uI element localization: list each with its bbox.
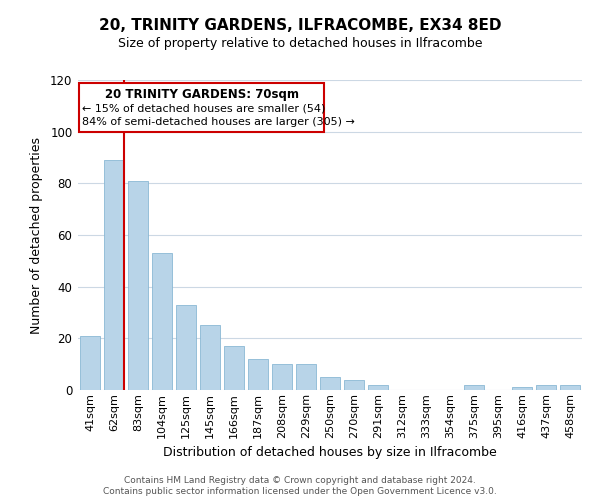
Text: Contains public sector information licensed under the Open Government Licence v3: Contains public sector information licen… — [103, 488, 497, 496]
Bar — [152, 253, 172, 390]
Text: Size of property relative to detached houses in Ilfracombe: Size of property relative to detached ho… — [118, 38, 482, 51]
Bar — [512, 388, 532, 390]
Bar — [224, 346, 244, 390]
Bar — [464, 385, 484, 390]
Bar — [79, 82, 324, 132]
Bar — [536, 385, 556, 390]
Bar — [368, 385, 388, 390]
Bar — [296, 364, 316, 390]
Bar — [176, 304, 196, 390]
Text: 20, TRINITY GARDENS, ILFRACOMBE, EX34 8ED: 20, TRINITY GARDENS, ILFRACOMBE, EX34 8E… — [99, 18, 501, 32]
Text: Contains HM Land Registry data © Crown copyright and database right 2024.: Contains HM Land Registry data © Crown c… — [124, 476, 476, 485]
Bar — [272, 364, 292, 390]
Bar — [80, 336, 100, 390]
Y-axis label: Number of detached properties: Number of detached properties — [30, 136, 43, 334]
Bar — [320, 377, 340, 390]
Text: 84% of semi-detached houses are larger (305) →: 84% of semi-detached houses are larger (… — [82, 118, 355, 128]
Text: ← 15% of detached houses are smaller (54): ← 15% of detached houses are smaller (54… — [82, 104, 325, 114]
Bar — [128, 180, 148, 390]
Text: 20 TRINITY GARDENS: 70sqm: 20 TRINITY GARDENS: 70sqm — [104, 88, 299, 101]
X-axis label: Distribution of detached houses by size in Ilfracombe: Distribution of detached houses by size … — [163, 446, 497, 459]
Bar — [200, 326, 220, 390]
Bar — [248, 359, 268, 390]
Bar — [560, 385, 580, 390]
Bar — [104, 160, 124, 390]
Bar — [344, 380, 364, 390]
